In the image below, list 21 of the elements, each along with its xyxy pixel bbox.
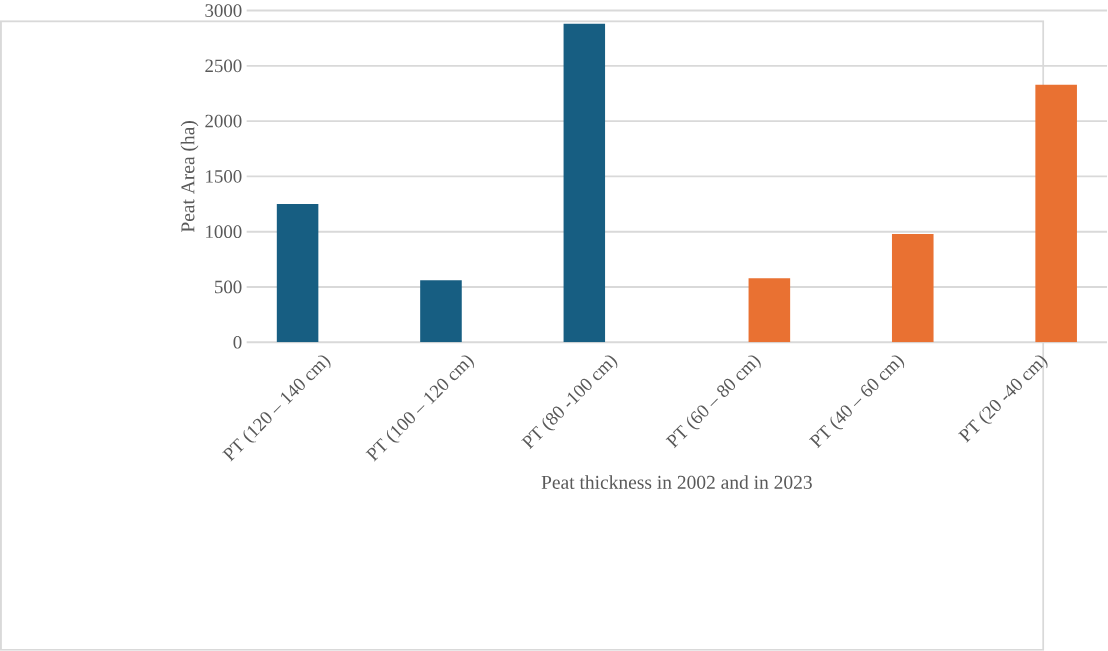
y-tick-label: 1000 [206,225,242,239]
y-tick-label: 2000 [205,114,242,128]
x-tick-label: PT (100 – 120 cm) [365,355,474,462]
bar [748,278,791,343]
y-tick-label: 500 [215,280,242,294]
bar [563,23,606,343]
x-tick-label: PT (20 -40 cm) [958,355,1048,443]
bar [276,204,319,343]
y-tick-label: 3000 [205,4,242,17]
x-axis-title: Peat thickness in 2002 and in 2023 [541,475,812,490]
y-axis-title: Peat Area (ha) [180,121,199,233]
y-tick-label: 0 [233,336,242,349]
x-tick-label: PT (80 -100 cm) [521,355,618,450]
bar [420,280,462,343]
x-tick-label: PT (60 – 80 cm) [665,355,761,449]
x-tick-label: PT (120 – 140 cm) [222,355,331,462]
y-tick-label: 2500 [205,59,242,73]
bar [1035,84,1077,343]
y-tick-label: 1500 [206,170,242,183]
x-tick-label: PT (40 – 60 cm) [809,355,905,449]
bar [891,234,934,343]
